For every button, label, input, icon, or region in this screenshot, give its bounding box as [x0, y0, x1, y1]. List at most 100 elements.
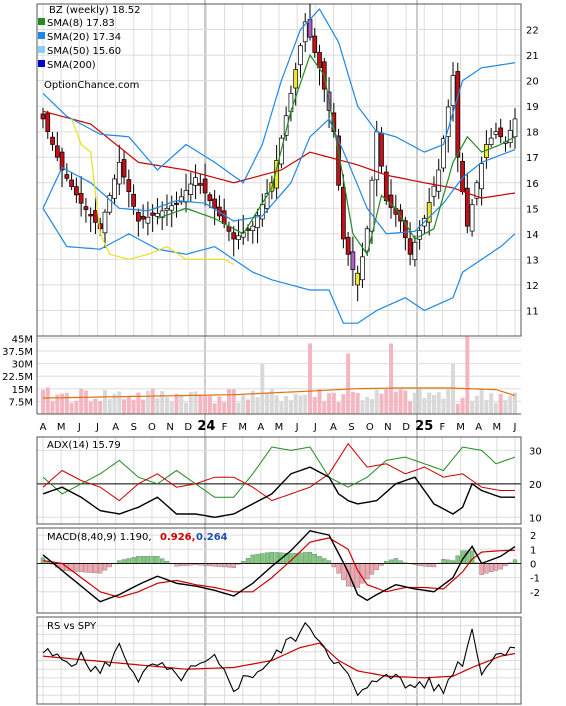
macd-histogram-bar [140, 556, 146, 564]
x-tick-label: O [148, 422, 156, 433]
candle-body [197, 183, 203, 186]
volume-bar [436, 392, 441, 414]
macd-tick-label: -1 [530, 574, 540, 585]
macd-histogram-bar [489, 563, 494, 573]
volume-tick-label: 22.5M [2, 372, 33, 383]
macd-histogram-bar [131, 557, 136, 564]
candle-body [288, 93, 294, 113]
volume-bar [393, 391, 398, 414]
candle-body [312, 35, 318, 53]
volume-bar [431, 394, 436, 414]
macd-histogram-bar [93, 563, 98, 574]
macd-value-blue: 0.264 [196, 532, 228, 543]
candle-body [88, 214, 94, 217]
macd-panel: 2 1 0 -1 -2 [36, 527, 540, 614]
volume-bar [98, 401, 103, 414]
macd-histogram-bar [150, 556, 155, 564]
candle-body [331, 112, 337, 133]
candle-body [64, 174, 70, 179]
macd-histogram-bar [312, 554, 317, 564]
volume-bar [250, 390, 255, 414]
candle-body [441, 138, 446, 169]
candle-body [74, 186, 79, 196]
macd-histogram-bar [365, 563, 370, 580]
volume-bar [417, 387, 422, 414]
volume-bar [408, 401, 413, 414]
volume-bar [160, 391, 165, 414]
volume-bar [188, 391, 193, 414]
macd-histogram-bar [398, 560, 403, 564]
price-tick-label: 22 [526, 26, 539, 37]
legend-swatch-sma50 [38, 46, 45, 53]
candle-body [78, 192, 84, 204]
candle-body [255, 214, 260, 228]
candle-body [155, 213, 160, 217]
volume-bar [246, 399, 251, 414]
x-tick-label: 25 [415, 419, 433, 434]
volume-bar [136, 392, 141, 414]
volume-bar [389, 343, 394, 414]
volume-tick-label: 30M [12, 360, 33, 371]
price-tick-label: 13 [526, 255, 539, 266]
legend-sma50: SMA(50) 15.60 [47, 46, 121, 57]
bollinger-upper-line [42, 8, 516, 184]
volume-bar [455, 403, 460, 414]
x-tick-label: J [95, 422, 99, 433]
price-tick-label: 19 [526, 102, 539, 113]
volume-bar [503, 400, 508, 414]
candle-body [93, 210, 98, 223]
macd-histogram-bar [245, 557, 251, 564]
x-tick-label: 24 [197, 419, 215, 434]
volume-bar [341, 394, 346, 414]
candle-body [307, 19, 313, 38]
candle-body [102, 211, 108, 234]
volume-bar [112, 394, 117, 414]
candle-body [126, 179, 132, 193]
volume-bar [107, 398, 112, 414]
macd-histogram-bar [498, 563, 503, 570]
volume-bar [226, 389, 231, 414]
volume-bar [451, 363, 456, 414]
sma50-line [42, 110, 516, 199]
volume-bar [222, 402, 227, 414]
macd-histogram-bar [388, 559, 394, 564]
x-tick-label: F [222, 422, 228, 433]
x-tick-label: J [513, 422, 517, 433]
x-tick-label: A [40, 422, 47, 433]
macd-histogram-bar [331, 563, 336, 568]
macd-line [42, 530, 516, 603]
macd-histogram-bar [107, 563, 112, 568]
candle-body [140, 215, 146, 220]
price-tick-label: 21 [526, 51, 539, 62]
macd-histogram-bar [303, 552, 308, 564]
volume-bar [164, 397, 169, 414]
volume-bar [427, 392, 432, 414]
candle-body [302, 21, 308, 43]
volume-bar [284, 396, 289, 414]
volume-bar [398, 389, 403, 414]
x-tick-label: F [440, 422, 446, 433]
candle-body [283, 115, 289, 136]
macd-signal-line [42, 537, 516, 599]
rs-frame [36, 616, 522, 705]
candle-body [59, 151, 65, 171]
x-tick-label: M [57, 422, 66, 433]
volume-bar [122, 399, 127, 414]
candle-body [193, 177, 198, 186]
x-tick-label: D [402, 422, 410, 433]
macd-histogram-bar [98, 563, 103, 574]
candle-body [293, 69, 299, 89]
volume-bar [60, 393, 65, 414]
candle-body [50, 136, 55, 145]
candle-body [450, 75, 456, 106]
macd-value-red: 0.926, [160, 532, 195, 543]
macd-histogram-bar [455, 555, 460, 564]
adx-label: ADX(14) 15.79 [47, 440, 121, 451]
candle-body [464, 187, 470, 227]
volume-bar [179, 395, 184, 414]
candle-body [412, 242, 418, 261]
candle-body [145, 216, 151, 224]
price-tick-label: 15 [526, 204, 539, 215]
candle-body [183, 190, 189, 203]
x-tick-label: J [313, 422, 317, 433]
